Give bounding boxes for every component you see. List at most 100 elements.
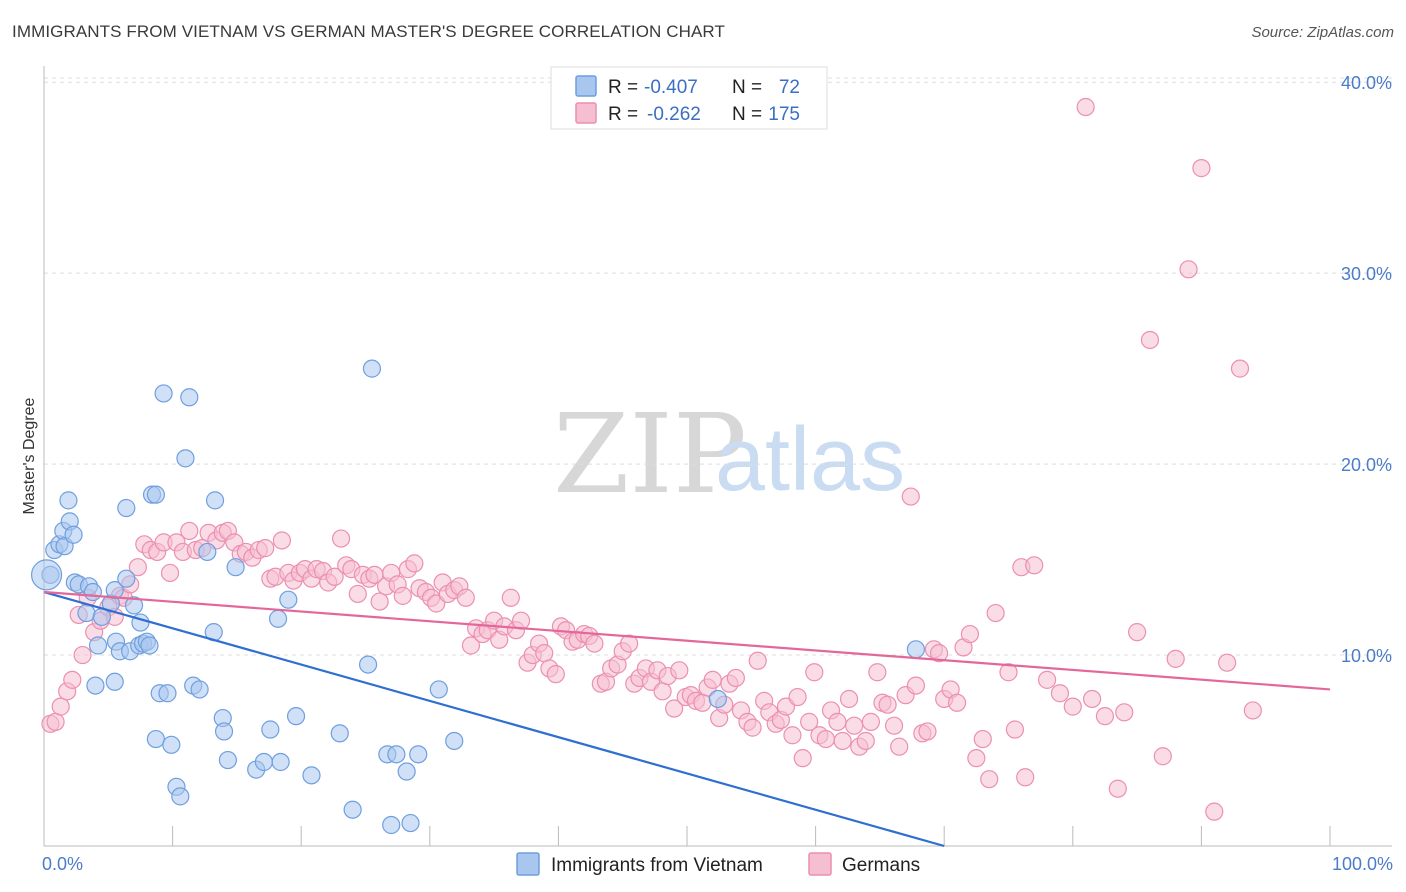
y-tick-label-30: 30.0% [1341,264,1392,284]
point-germans-145 [878,695,897,714]
point-germans-99 [620,634,639,653]
point-vietnam-57 [302,766,321,785]
point-vietnam-70 [906,640,926,659]
point-germans-38 [272,531,292,550]
point-vietnam-61 [362,359,382,378]
point-germans-181 [1179,260,1198,279]
point-vietnam-38 [171,787,190,806]
point-vietnam-69 [445,731,464,751]
chart-title: IMMIGRANTS FROM VIETNAM VS GERMAN MASTER… [12,22,725,41]
legend-n-value-vietnam: 72 [779,77,800,98]
point-vietnam-24 [124,596,144,615]
point-germans-178 [1140,330,1160,350]
x-tick-label-max: 100.0% [1332,854,1393,874]
legend-swatch-vietnam [575,75,597,97]
point-germans-169 [1037,670,1057,689]
point-vietnam-56 [286,707,306,726]
point-germans-136 [828,712,847,731]
point-vietnam-71 [708,689,727,709]
trend-line-vietnam [43,590,945,848]
point-germans-142 [861,712,880,731]
point-vietnam-51 [254,752,274,772]
legend-r-value-germans: -0.262 [647,104,701,125]
series-legend-label-germans: Germans [842,855,920,876]
point-germans-183 [1205,802,1224,821]
point-vietnam-5 [59,491,78,510]
point-germans-168 [1025,556,1044,575]
point-germans-147 [890,737,909,756]
point-germans-2 [51,697,70,716]
point-vietnam-22 [117,498,136,518]
point-vietnam-31 [146,485,165,504]
series-legend-swatch-vietnam [516,852,540,876]
point-germans-141 [856,731,875,751]
point-germans-171 [1063,697,1082,716]
point-vietnam-35 [158,684,177,703]
point-germans-105 [653,682,672,701]
y-tick-label-10: 10.0% [1341,646,1392,666]
point-vietnam-10 [77,603,96,623]
point-vietnam-large [30,559,63,591]
point-germans-61 [405,554,424,573]
point-germans-86 [546,665,565,684]
point-vietnam-21 [117,569,136,588]
point-germans-93 [585,634,604,653]
point-germans-177 [1127,623,1147,642]
axes [43,66,1392,847]
point-germans-121 [743,718,762,737]
point-vietnam-17 [105,581,124,600]
point-vietnam-45 [205,491,225,510]
tick-labels: 10.0% 20.0% 30.0% 40.0% 0.0% 100.0% [42,73,1393,874]
point-vietnam-43 [198,542,217,562]
point-vietnam-47 [214,722,234,741]
y-tick-label-20: 20.0% [1341,455,1392,475]
point-germans-167 [1016,768,1035,787]
point-vietnam-12 [83,582,102,602]
point-germans-137 [833,731,852,751]
point-germans-146 [884,716,904,735]
point-germans-172 [1076,97,1095,117]
point-germans-1 [46,712,65,731]
legend-n-value-germans: 175 [768,104,800,125]
point-vietnam-60 [358,655,378,674]
point-germans-134 [816,729,835,749]
point-germans-165 [1005,720,1025,739]
point-germans-4 [63,670,82,689]
point-vietnam-18 [105,672,124,691]
point-germans-108 [670,661,689,680]
point-vietnam-36 [162,735,181,754]
legend-r-value-vietnam: -0.407 [644,77,698,98]
point-vietnam-55 [279,590,298,609]
legend-r-label-vietnam: R = [608,77,638,98]
legend-box [550,66,828,130]
point-germans-15 [128,558,147,577]
point-germans-122 [748,651,767,670]
point-vietnam-52 [261,720,280,739]
point-vietnam-42 [190,680,209,699]
point-vietnam-58 [330,724,349,743]
series-legend-swatch-germans [808,852,832,876]
point-germans-112 [693,693,712,712]
point-germans-180 [1166,649,1185,668]
point-germans-78 [501,588,520,607]
point-germans-170 [1050,684,1070,703]
point-germans-114 [703,670,722,689]
point-germans-175 [1108,779,1127,798]
point-vietnam-53 [268,609,288,628]
legend-r-label-germans: R = [608,104,638,125]
point-germans-179 [1153,747,1172,766]
data-points [30,97,1262,835]
point-germans-154 [929,644,949,663]
point-germans-130 [793,749,812,768]
point-germans-131 [800,712,819,731]
point-germans-59 [393,586,412,605]
point-germans-162 [980,770,999,789]
correlation-legend: R = -0.407 N = 72 R = -0.262 N = 175 [550,66,828,130]
point-germans-84 [535,644,554,663]
point-vietnam-34 [154,384,173,403]
series-legend: Immigrants from Vietnam Germans [516,852,920,876]
point-germans-157 [947,693,967,712]
point-germans-107 [665,699,684,718]
point-germans-47 [325,567,344,586]
point-vietnam-63 [382,815,401,835]
